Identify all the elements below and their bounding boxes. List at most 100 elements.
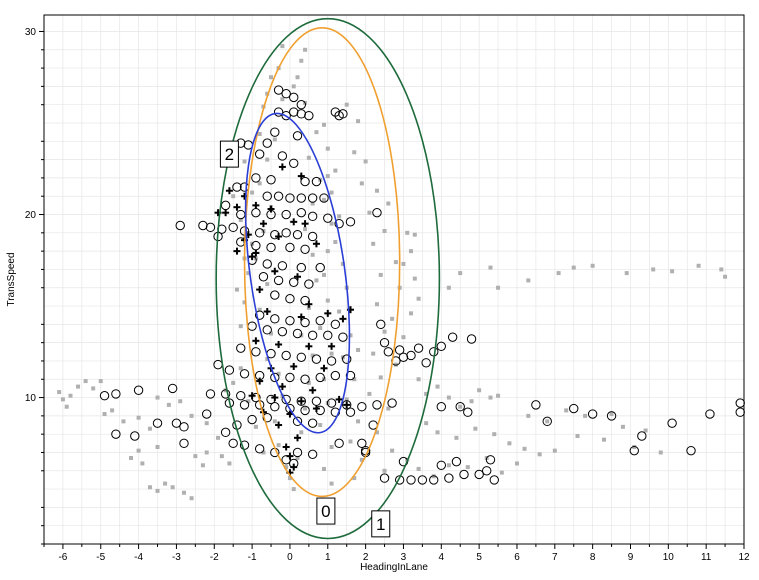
gray-square-point bbox=[318, 326, 323, 331]
gray-square-point bbox=[469, 399, 474, 404]
cross-point bbox=[305, 300, 313, 308]
cross-point bbox=[256, 286, 264, 294]
gray-square-point bbox=[374, 430, 379, 435]
gray-square-point bbox=[416, 296, 421, 301]
gray-square-point bbox=[492, 432, 497, 437]
gray-square-point bbox=[166, 402, 171, 407]
gray-square-point bbox=[507, 441, 512, 446]
gray-square-point bbox=[306, 380, 311, 385]
x-tick-label: 7 bbox=[552, 552, 558, 563]
gray-square-point bbox=[348, 333, 353, 338]
gray-square-point bbox=[64, 404, 69, 409]
gray-square-point bbox=[250, 190, 255, 195]
gray-square-point bbox=[374, 188, 379, 193]
gray-square-point bbox=[91, 386, 96, 391]
circle-point bbox=[220, 389, 231, 399]
cross-point bbox=[282, 443, 290, 451]
circle-point bbox=[474, 469, 484, 480]
gray-square-point bbox=[265, 157, 270, 162]
circle-point bbox=[485, 455, 496, 465]
gray-square-point bbox=[522, 446, 527, 451]
circle-point bbox=[205, 222, 216, 233]
x-tick-label: 6 bbox=[514, 552, 520, 563]
circle-point bbox=[179, 438, 189, 449]
circle-point bbox=[289, 277, 299, 287]
x-tick-label: 1 bbox=[325, 552, 331, 563]
circle-point bbox=[251, 173, 261, 183]
circle-point bbox=[345, 217, 356, 227]
circle-point bbox=[270, 402, 280, 412]
circle-point bbox=[281, 89, 291, 99]
gray-square-point bbox=[295, 455, 300, 460]
gray-square-point bbox=[295, 75, 300, 80]
circle-point bbox=[251, 347, 261, 357]
gray-square-point bbox=[496, 393, 501, 398]
gray-square-point bbox=[344, 397, 349, 402]
gray-square-point bbox=[219, 454, 224, 459]
gray-square-point bbox=[318, 423, 323, 428]
ellipse-label-box bbox=[316, 497, 336, 525]
cross-point bbox=[320, 364, 328, 372]
circle-point bbox=[167, 383, 178, 394]
circle-point bbox=[300, 405, 310, 416]
ellipse-2 bbox=[244, 112, 351, 434]
ellipse-label: 0 bbox=[321, 502, 330, 521]
gray-square-point bbox=[60, 397, 65, 402]
gray-square-point bbox=[329, 221, 334, 226]
circle-point bbox=[262, 191, 272, 201]
gray-square-point bbox=[83, 379, 88, 384]
gray-square-point bbox=[348, 439, 353, 444]
circle-point bbox=[357, 438, 367, 449]
circle-point bbox=[239, 369, 250, 379]
circle-point bbox=[292, 416, 303, 427]
circle-point bbox=[326, 398, 337, 408]
gray-square-point bbox=[310, 201, 315, 206]
cross-point bbox=[271, 394, 279, 402]
circle-point bbox=[315, 262, 325, 273]
circle-point bbox=[307, 211, 318, 222]
y-tick-label: 30 bbox=[25, 27, 37, 38]
gray-square-point bbox=[189, 496, 194, 501]
circle-point bbox=[455, 402, 465, 412]
circle-point bbox=[285, 294, 295, 304]
cross-point bbox=[248, 392, 256, 400]
gray-square-point bbox=[276, 443, 281, 448]
gray-square-point bbox=[291, 84, 296, 89]
circle-point bbox=[569, 403, 579, 414]
density-ellipses: 0 1 2 bbox=[215, 17, 441, 540]
gray-square-point bbox=[253, 424, 258, 429]
gray-square-point bbox=[280, 97, 285, 102]
circle-point bbox=[686, 445, 696, 456]
circle-point bbox=[357, 402, 367, 412]
ellipse-label: 1 bbox=[376, 515, 385, 534]
gray-square-point bbox=[322, 197, 326, 202]
gray-square-point bbox=[269, 75, 274, 80]
gray-square-point bbox=[352, 476, 357, 481]
gray-square-point bbox=[234, 287, 239, 292]
gray-square-point bbox=[155, 444, 160, 449]
circle-point bbox=[311, 354, 322, 364]
x-tick-label: 12 bbox=[738, 552, 750, 563]
cross-point bbox=[252, 249, 260, 257]
gray-square-point bbox=[514, 461, 519, 466]
gray-square-point bbox=[242, 159, 247, 164]
cross-point bbox=[312, 405, 320, 413]
gray-square-point bbox=[337, 214, 342, 219]
cross-point bbox=[233, 203, 241, 211]
gray-square-point bbox=[322, 272, 326, 277]
circle-point bbox=[292, 229, 303, 240]
cross-point bbox=[309, 386, 317, 394]
gray-square-point bbox=[314, 130, 319, 135]
gray-square-point bbox=[371, 241, 376, 246]
gray-square-point bbox=[272, 137, 277, 142]
circle-point bbox=[323, 330, 333, 341]
gray-square-point bbox=[545, 419, 550, 424]
gray-square-point bbox=[216, 435, 221, 440]
gray-square-point bbox=[223, 388, 228, 393]
gray-square-point bbox=[333, 239, 338, 244]
gray-square-point bbox=[246, 271, 251, 276]
circle-point bbox=[254, 149, 265, 159]
circle-point bbox=[372, 207, 382, 218]
gray-square-point bbox=[723, 274, 728, 279]
x-tick-label: 11 bbox=[701, 552, 712, 563]
